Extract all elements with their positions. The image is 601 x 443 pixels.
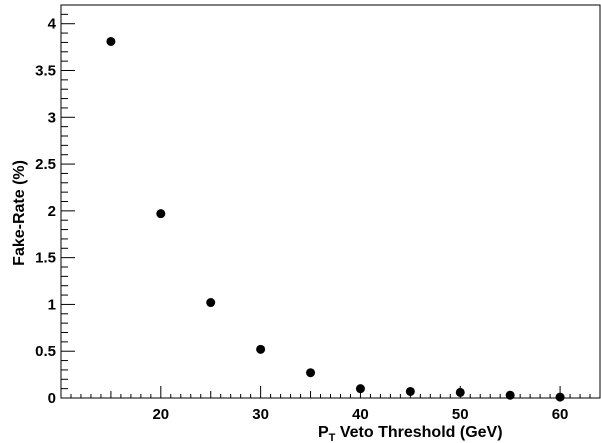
y-tick-label: 3 [48, 109, 56, 126]
y-tick-label: 4 [48, 16, 57, 33]
x-axis-label-main: P [318, 424, 329, 441]
x-tick-label: 20 [152, 406, 169, 423]
x-tick-label: 50 [452, 406, 469, 423]
y-axis: 0 0.5 1 1.5 2 2.5 3 3.5 4 [35, 4, 75, 407]
data-point [505, 390, 515, 400]
plot-frame-border [60, 4, 601, 399]
data-point [555, 392, 565, 402]
data-point [156, 209, 166, 219]
data-point [106, 36, 116, 46]
y-axis-label: Fake-Rate (%) [11, 160, 28, 266]
data-point [256, 344, 266, 354]
data-point [455, 387, 465, 397]
x-tick-label: 60 [552, 406, 569, 423]
x-axis-label: PT Veto Threshold (GeV) [318, 424, 503, 443]
y-tick-label: 0.5 [35, 343, 56, 360]
y-tick-label: 1.5 [35, 250, 56, 267]
data-point [206, 298, 216, 308]
x-tick-label: 30 [252, 406, 269, 423]
x-axis: 20 30 40 50 60 [70, 386, 601, 423]
plot-frame [60, 4, 601, 399]
y-tick-label: 1 [48, 296, 56, 313]
x-axis-label-subscript: T [329, 432, 336, 443]
x-axis-label-rest: Veto Threshold (GeV) [335, 424, 502, 441]
y-tick-label: 2.5 [35, 156, 56, 173]
y-tick-label: 3.5 [35, 63, 56, 80]
data-point [355, 384, 365, 394]
y-tick-label: 0 [48, 390, 56, 407]
data-point [405, 386, 415, 396]
x-tick-label: 40 [352, 406, 369, 423]
data-point [306, 368, 316, 378]
y-tick-label: 2 [48, 203, 56, 220]
data-points [106, 36, 565, 402]
